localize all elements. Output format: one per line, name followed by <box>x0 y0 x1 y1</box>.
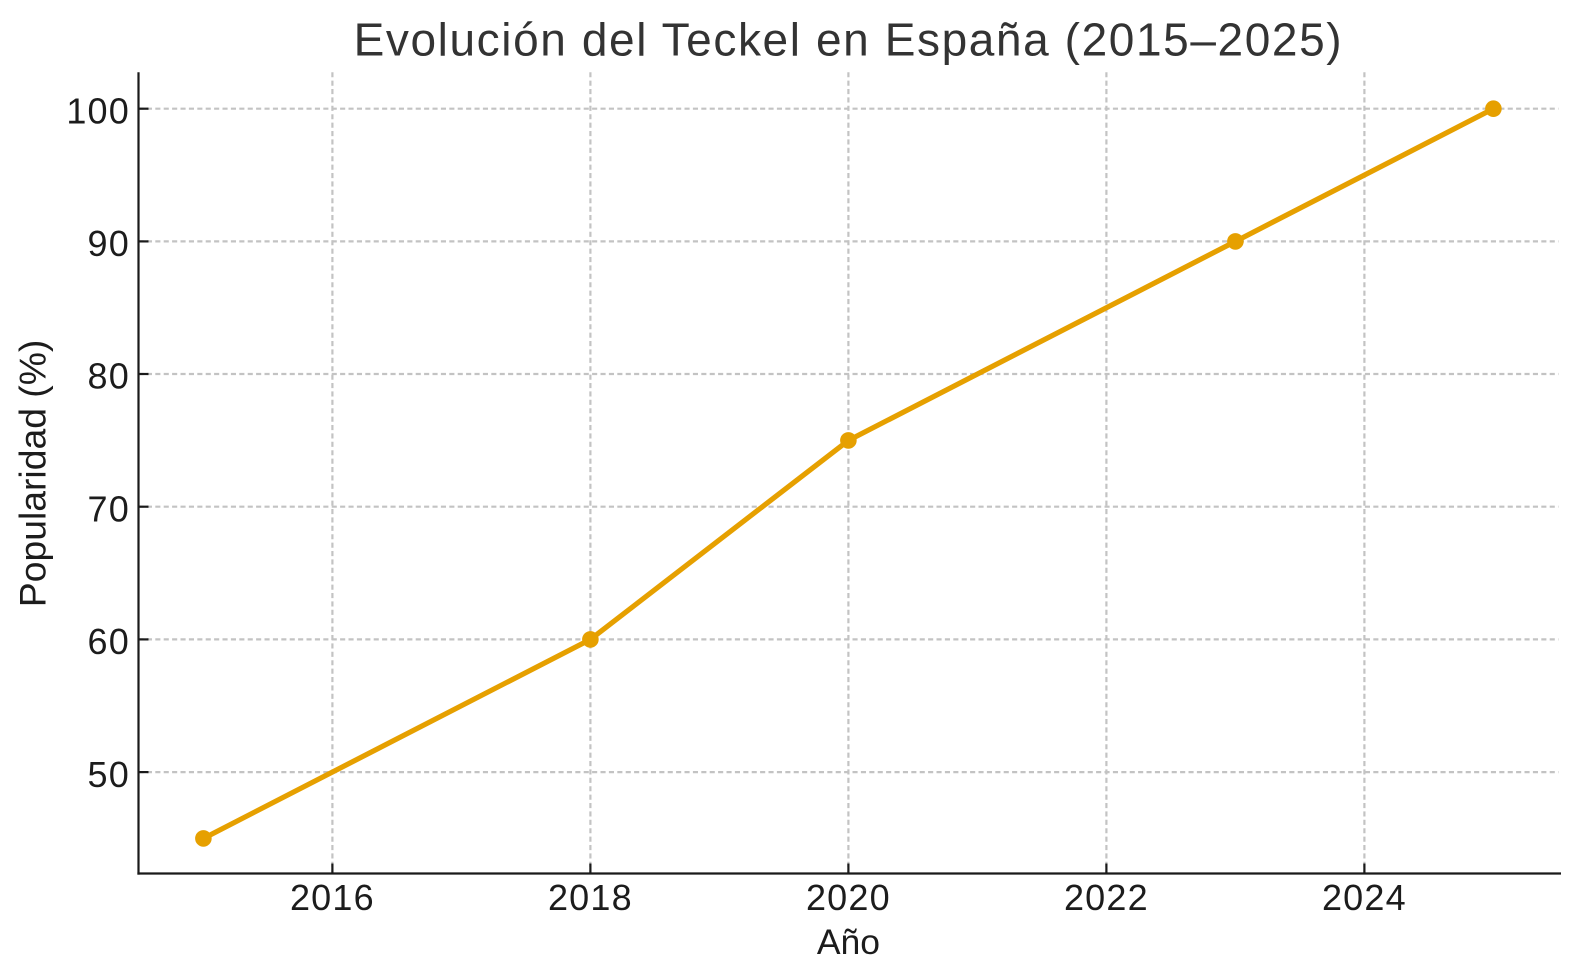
svg-text:2024: 2024 <box>1322 877 1407 918</box>
svg-text:2020: 2020 <box>806 877 891 918</box>
svg-text:70: 70 <box>88 488 130 529</box>
svg-text:50: 50 <box>88 754 130 795</box>
svg-text:Evolución del Teckel en España: Evolución del Teckel en España (2015–202… <box>354 13 1344 65</box>
svg-text:2022: 2022 <box>1064 877 1149 918</box>
svg-text:60: 60 <box>88 621 130 662</box>
svg-text:90: 90 <box>88 223 130 264</box>
svg-text:2016: 2016 <box>290 877 375 918</box>
svg-text:80: 80 <box>88 356 130 397</box>
svg-text:Popularidad (%): Popularidad (%) <box>11 340 53 607</box>
svg-text:2018: 2018 <box>548 877 633 918</box>
svg-text:Año: Año <box>817 922 880 962</box>
svg-text:100: 100 <box>66 90 130 131</box>
